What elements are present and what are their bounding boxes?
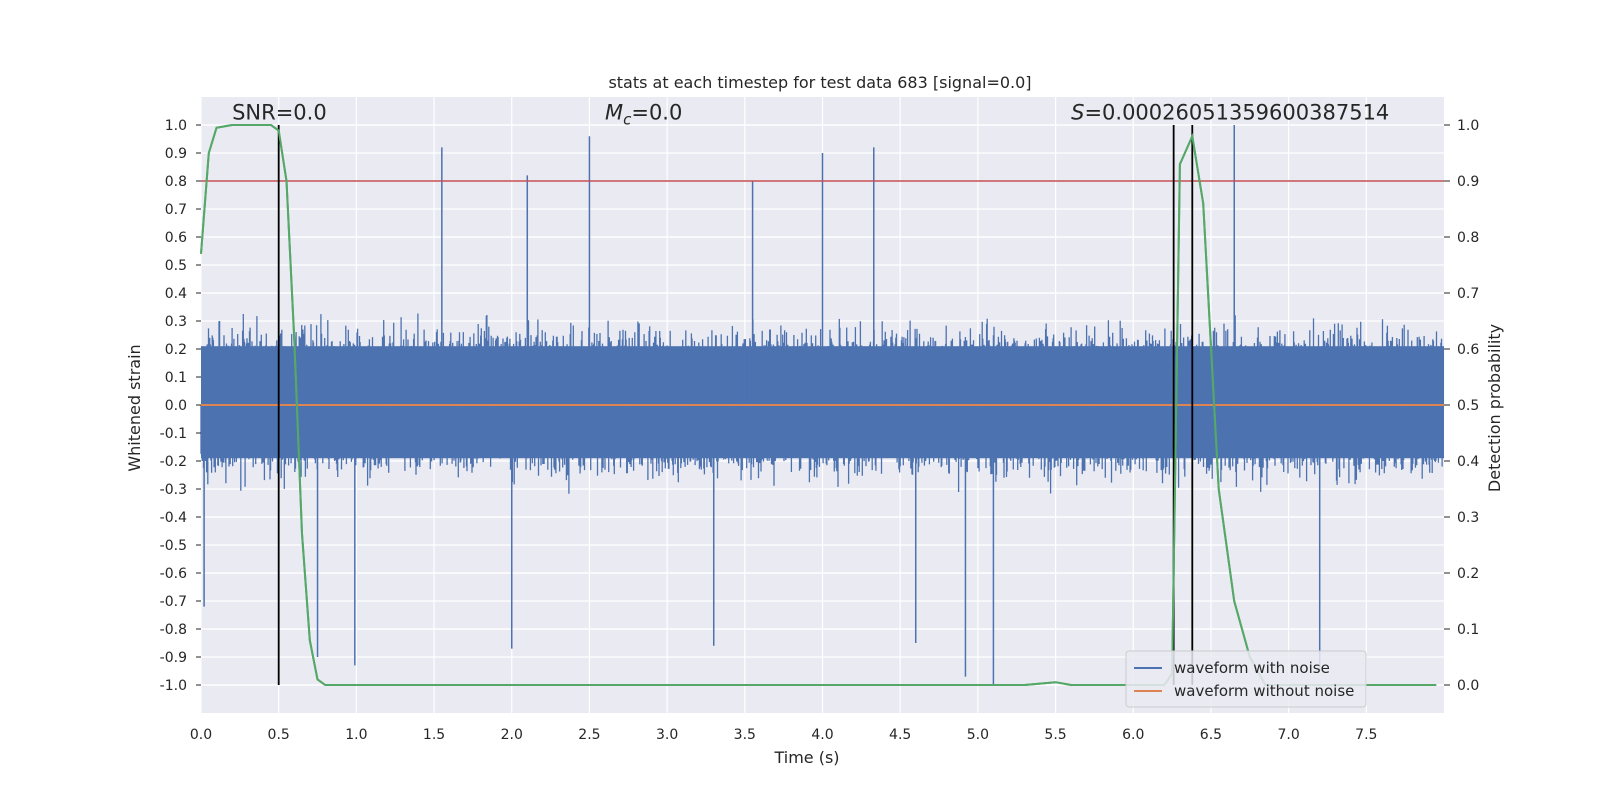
annotation-value: =0.00026051359600387514 (1084, 100, 1389, 124)
x-tick-label: 6.0 (1122, 727, 1144, 743)
y-tick-label: -0.9 (160, 650, 187, 666)
annotation-symbol: S (1071, 100, 1084, 124)
y2-tick-label: 0.3 (1457, 510, 1479, 526)
x-tick-label: 7.5 (1355, 727, 1377, 743)
legend-entry: waveform with noise (1174, 659, 1330, 677)
y-tick-label: -0.3 (160, 482, 187, 498)
y-tick-label: -0.7 (160, 594, 187, 610)
y-tick-label: 0.4 (165, 286, 187, 302)
y-tick-label: 0.6 (165, 230, 187, 246)
legend-box (1125, 650, 1367, 708)
x-tick-label: 4.0 (811, 727, 833, 743)
x-tick-label: 3.0 (656, 727, 678, 743)
annotation-symbol: M (605, 100, 623, 124)
y-tick-label: 0.9 (165, 146, 187, 162)
x-tick-label: 1.5 (423, 727, 445, 743)
y-tick-label: 0.2 (165, 342, 187, 358)
y-tick-label: -0.6 (160, 566, 187, 582)
x-axis-label: Time (s) (773, 748, 839, 767)
x-tick-label: 2.5 (578, 727, 600, 743)
legend-entry: waveform without noise (1174, 682, 1354, 700)
y2-tick-label: 1.0 (1457, 118, 1479, 134)
x-tick-label: 4.5 (889, 727, 911, 743)
x-tick-label: 6.5 (1200, 727, 1222, 743)
x-tick-label: 0.5 (268, 727, 290, 743)
y-tick-label: 0.7 (165, 202, 187, 218)
annotation: S=0.00026051359600387514 (1071, 100, 1389, 124)
y2-tick-label: 0.2 (1457, 566, 1479, 582)
x-tick-label: 7.0 (1277, 727, 1299, 743)
x-tick-label: 0.0 (190, 727, 212, 743)
y-tick-label: 1.0 (165, 118, 187, 134)
y2-tick-label: 0.8 (1457, 230, 1479, 246)
y2-axis-label: Detection probability (1485, 324, 1504, 492)
chart-title: stats at each timestep for test data 683… (608, 73, 1031, 92)
x-tick-label: 1.0 (345, 727, 367, 743)
y-tick-label: 0.8 (165, 174, 187, 190)
series-layer (200, 125, 1445, 685)
annotations: SNR=0.0 Mc=0.0 S=0.00026051359600387514 (232, 100, 1389, 128)
y-tick-label: 0.1 (165, 370, 187, 386)
x-tick-label: 2.0 (501, 727, 523, 743)
y-tick-label: 0.3 (165, 314, 187, 330)
y2-tick-label: 0.0 (1457, 678, 1479, 694)
y-tick-label: -1.0 (160, 678, 187, 694)
y2-tick-label: 0.5 (1457, 398, 1479, 414)
annotation: SNR=0.0 (232, 100, 327, 124)
detection-probability-line (200, 124, 1437, 686)
annotation-value: =0.0 (631, 100, 682, 124)
y-tick-label: -0.4 (160, 510, 187, 526)
y-tick-label: -0.5 (160, 538, 187, 554)
axes: 0.0 0.5 1.0 1.5 2.0 2.5 3.0 3.5 4.0 4.5 5.0 5.5 6.0 6… (160, 118, 1480, 743)
y-tick-label: 0.5 (165, 258, 187, 274)
y2-tick-label: 0.7 (1457, 286, 1479, 302)
y-tick-label: -0.8 (160, 622, 187, 638)
series-waveform-with-noise (200, 125, 1445, 685)
annotation-subscript: c (623, 110, 632, 128)
annotation: Mc=0.0 (605, 100, 682, 128)
y-axis-label: Whitened strain (125, 344, 144, 471)
y2-tick-label: 0.9 (1457, 174, 1479, 190)
y2-tick-label: 0.1 (1457, 622, 1479, 638)
overlay-layer (200, 124, 1444, 686)
x-tick-label: 3.5 (734, 727, 756, 743)
y2-tick-label: 0.6 (1457, 342, 1479, 358)
y-tick-label: -0.1 (160, 426, 187, 442)
x-tick-label: 5.5 (1044, 727, 1066, 743)
y-tick-label: 0.0 (165, 398, 187, 414)
x-tick-label: 5.0 (967, 727, 989, 743)
y2-tick-label: 0.4 (1457, 454, 1479, 470)
legend: waveform with noise waveform without nois… (1125, 650, 1367, 708)
y-tick-label: -0.2 (160, 454, 187, 470)
